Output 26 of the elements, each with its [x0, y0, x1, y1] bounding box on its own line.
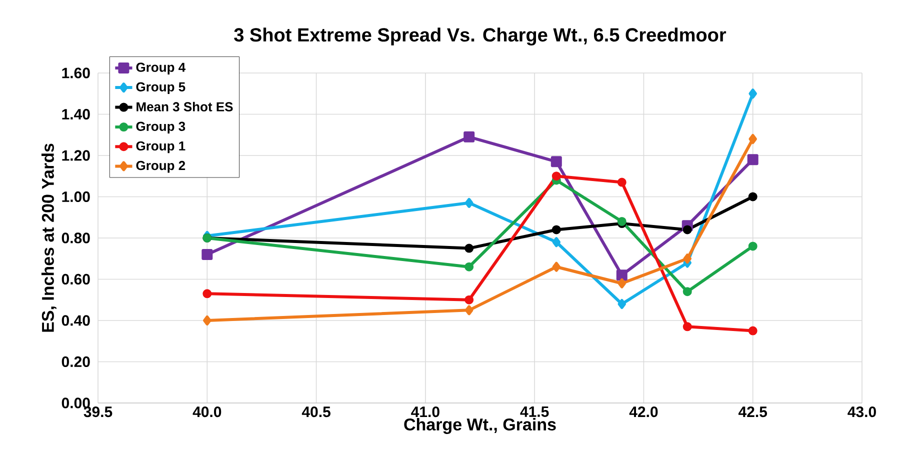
y-tick-label: 0.20 [62, 356, 90, 368]
x-tick-label: 40.5 [302, 406, 330, 418]
x-tick-label: 42.0 [629, 406, 658, 418]
x-tick-label: 41.5 [520, 406, 549, 417]
x-tick-label: 40.0 [192, 406, 222, 418]
x-tick-label: 39.5 [84, 406, 112, 418]
x-tick-label: 43.0 [848, 406, 876, 418]
y-axis-title: ES, Inches at 200 Yards [41, 144, 56, 332]
y-tick-label: 1.60 [62, 68, 90, 78]
legend-label: Group 3 [136, 122, 186, 134]
x-tick-label: 41.0 [411, 406, 440, 418]
legend-label: Group 1 [136, 141, 186, 154]
y-tick-label: 1.40 [62, 108, 90, 120]
x-axis-title: Charge Wt., Grains [404, 418, 556, 434]
y-tick-label: 0.00 [62, 398, 90, 408]
legend-label: Group 5 [136, 82, 186, 94]
legend-label: Mean 3 Shot ES [136, 102, 233, 112]
y-tick-label: 0.80 [62, 232, 90, 244]
y-tick-label: 1.20 [62, 150, 90, 161]
y-tick-label: 0.40 [62, 315, 90, 326]
y-tick-label: 0.60 [62, 274, 90, 285]
chart-title: 3 Shot Extreme Spread Vs. Charge Wt., 6.5 Creedmoor [234, 28, 726, 46]
legend-label: Group 4 [136, 62, 186, 74]
y-tick-label: 1.00 [62, 191, 90, 202]
legend-label: Group 2 [136, 160, 186, 173]
x-tick-label: 42.5 [738, 406, 768, 418]
